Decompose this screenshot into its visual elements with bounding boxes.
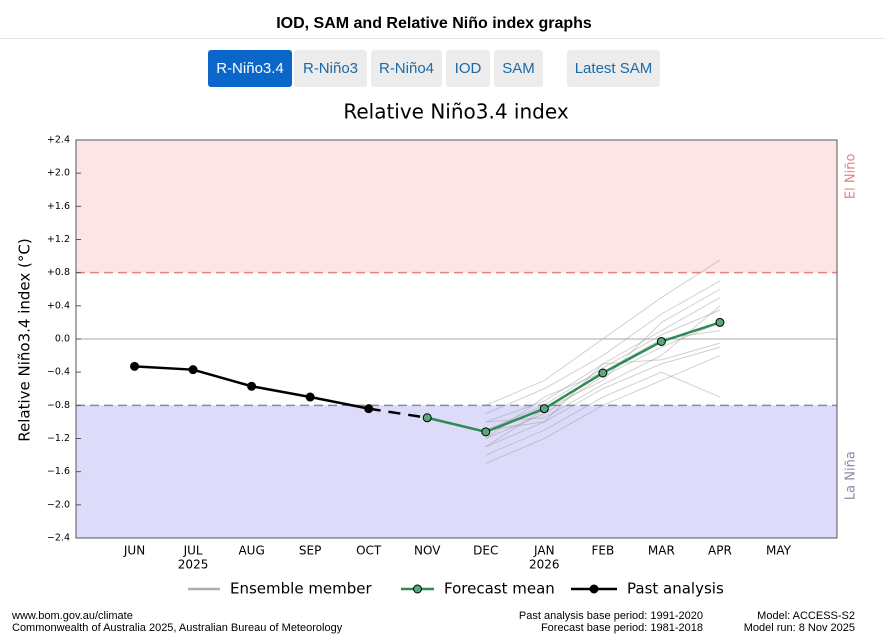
connector [368,407,428,420]
point [130,361,140,371]
y-tick-label: −0.8 [47,400,70,411]
tab[interactable]: Latest SAM [567,50,660,87]
legend-label: Past analysis [627,580,724,598]
ensemble-line [485,371,721,456]
chart-title: Relative Niño3.4 index [343,100,568,124]
tab[interactable]: R-Niño4 [371,50,442,87]
legend-marker [413,584,422,594]
x-tick-label: NOV [414,544,441,558]
footer-site: www.bom.gov.au/climate [11,610,133,622]
x-tick-label: SEP [299,544,321,558]
x-year-label: 2026 [529,558,560,572]
y-tick-label: +0.8 [47,267,70,278]
point [481,427,491,437]
footer-copyright: Commonwealth of Australia 2025, Australi… [12,622,343,634]
x-tick-label: FEB [591,544,614,558]
region [76,140,837,273]
tab[interactable]: R-Niño3.4 [208,50,292,87]
point [422,413,432,423]
y-tick-label: −1.2 [47,433,70,444]
point [656,336,666,346]
x-tick-label: AUG [238,544,264,558]
region-label: La Niña [844,451,859,500]
ensemble-line [485,288,721,448]
ensemble-line [485,355,721,464]
point [598,368,608,378]
region-label: El Niño [844,154,859,200]
y-tick-label: +2.0 [47,168,70,179]
ensemble-line [485,342,721,431]
y-tick-label: −0.4 [47,367,70,378]
y-tick-label: −1.6 [47,466,70,477]
ensemble-line [485,305,721,423]
x-year-label: 2025 [178,558,209,572]
x-tick-label: JUN [123,544,145,558]
y-tick-label: +1.6 [47,201,70,212]
x-tick-label: MAY [766,544,792,558]
point [305,392,315,402]
x-tick-label: JAN [533,544,555,558]
footer-past-base: Past analysis base period: 1991-2020 [519,610,703,622]
ensemble-line [485,346,721,448]
legend-label: Forecast mean [444,580,555,598]
ensemble-line [485,259,721,406]
y-tick-label: +1.2 [47,234,70,245]
x-tick-label: OCT [356,544,382,558]
region [76,405,837,538]
x-tick-label: MAR [648,544,675,558]
y-tick-label: 0.0 [55,334,70,345]
x-tick-label: APR [708,544,732,558]
legend-marker [589,584,599,594]
page-title: IOD, SAM and Relative Niño index graphs [276,15,592,32]
tab[interactable]: IOD [446,50,490,87]
legend-label: Ensemble member [230,580,373,598]
tab[interactable]: R-Niño3 [294,50,367,87]
y-axis-label: Relative Niño3.4 index (°C) [16,238,34,441]
y-tick-label: −2.0 [47,499,70,510]
point [539,404,549,414]
y-tick-label: +0.4 [47,300,70,311]
footer-model-run: Model run: 8 Nov 2025 [744,622,855,634]
y-tick-label: −2.4 [47,533,70,544]
x-tick-label: JUL [183,544,203,558]
x-tick-label: DEC [473,544,498,558]
ensemble-line [485,297,721,423]
point [364,404,374,414]
y-tick-label: +2.4 [47,135,70,146]
ensemble-line [485,280,721,415]
footer-forecast-base: Forecast base period: 1981-2018 [541,622,703,634]
footer-model: Model: ACCESS-S2 [757,610,855,622]
ensemble-line [485,309,721,431]
point [715,317,725,327]
point [188,365,198,375]
tab[interactable]: SAM [494,50,543,87]
point [247,381,257,391]
series-line [426,321,721,434]
